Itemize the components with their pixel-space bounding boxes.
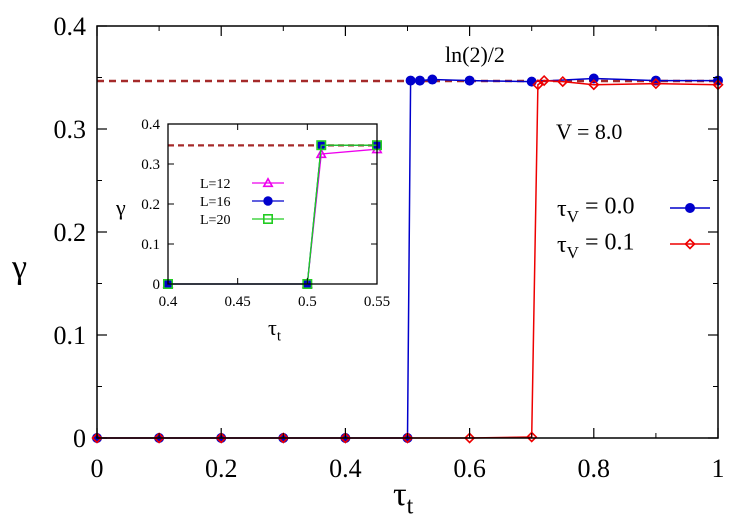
main-legend-label-0: τV = 0.0 [557,194,634,226]
inset-y-tick-label: 0.3 [141,157,160,173]
main-series-1-point [463,432,476,444]
main-y-tick-label: 0.1 [54,321,87,350]
v-annotation: V = 8.0 [556,119,622,144]
main-x-tick-label: 0.8 [578,454,611,483]
main-series-1-point [215,432,227,444]
main-legend-label-0-sub: V [567,207,580,226]
main-series-0-point [464,75,475,86]
inset-x-tick-label: 0.5 [298,294,317,310]
main-series-1-point [153,432,165,444]
main-legend-label-1-sub: V [567,243,580,262]
main-series-0-point [414,75,425,86]
main-y-tick-label: 0.4 [54,12,87,41]
main-series-1-point [91,432,103,444]
inset-legend-marker-1 [263,196,273,206]
inset-y-tick-label: 0.1 [141,237,160,253]
main-x-tick-label: 0.2 [205,454,238,483]
main-legend-label-0-main: τ [557,196,567,222]
main-y-tick-label: 0.2 [54,218,87,247]
inset-y-tick-label: 0.2 [141,197,160,213]
main-legend-label-1-main: τ [557,232,567,258]
main-series-0-point [526,76,537,87]
main-series-1-point [401,432,414,444]
inset-x-axis-label-sub: t [277,328,282,344]
inset-x-tick-label: 0.4 [159,294,178,310]
inset-y-tick-label: 0 [153,277,161,293]
inset-series-2-point [316,140,327,151]
main-x-tick-label: 1 [712,454,725,483]
main-legend-label-0-rest: = 0.0 [579,194,635,220]
main-series-0-point [650,75,661,86]
main-series-1-point [277,432,289,444]
inset-legend-label-0: L=12 [200,177,230,192]
inset-x-tick-label: 0.55 [364,294,390,310]
main-series-1-point [526,431,538,443]
main-series-1-point [538,74,550,87]
main-x-axis-label-sub: t [407,493,414,519]
inset-x-axis-label: τt [268,315,282,344]
main-series-1-point [588,79,600,91]
inset-plot: 0.4 0.45 0.5 0.55 0 0.1 0.2 0.3 0.4 τt γ L=12 L=16 L=… [115,117,390,344]
main-x-axis-label-main: τ [393,476,407,513]
main-series-1-point [650,78,662,90]
main-legend-label-1-rest: = 0.1 [579,230,635,256]
main-series-1-point [339,432,352,444]
inset-y-axis-label: γ [115,195,126,220]
main-y-tick-label: 0.3 [54,115,87,144]
inset-x-axis-label-main: τ [268,315,277,340]
inset-legend-label-2: L=20 [200,213,230,228]
main-legend-label-1: τV = 0.1 [557,230,634,262]
main-x-tick-label: 0.4 [329,454,362,483]
main-series-1-point [557,75,569,88]
main-legend-marker-1 [684,238,696,250]
main-y-axis-label: γ [11,249,27,286]
inset-x-tick-label: 0.45 [225,294,251,310]
main-series-1-point [532,79,544,91]
reference-line-label: ln(2)/2 [445,42,505,67]
inset-background [168,124,377,284]
main-legend-marker-0 [685,203,695,213]
main-series-0-point [427,74,438,85]
inset-legend-label-1: L=16 [200,195,230,210]
main-x-tick-label: 0 [91,454,104,483]
main-x-axis-label: τt [393,476,414,519]
inset-legend-marker-0 [262,177,274,188]
main-series-0-point [405,75,416,86]
inset-y-tick-label: 0.4 [141,117,160,133]
main-y-tick-label: 0 [73,424,86,453]
inset-series-0-point [315,148,327,159]
main-x-tick-label: 0.6 [453,454,486,483]
inset-legend-marker-2 [262,214,273,225]
main-series-0-point [588,73,599,84]
